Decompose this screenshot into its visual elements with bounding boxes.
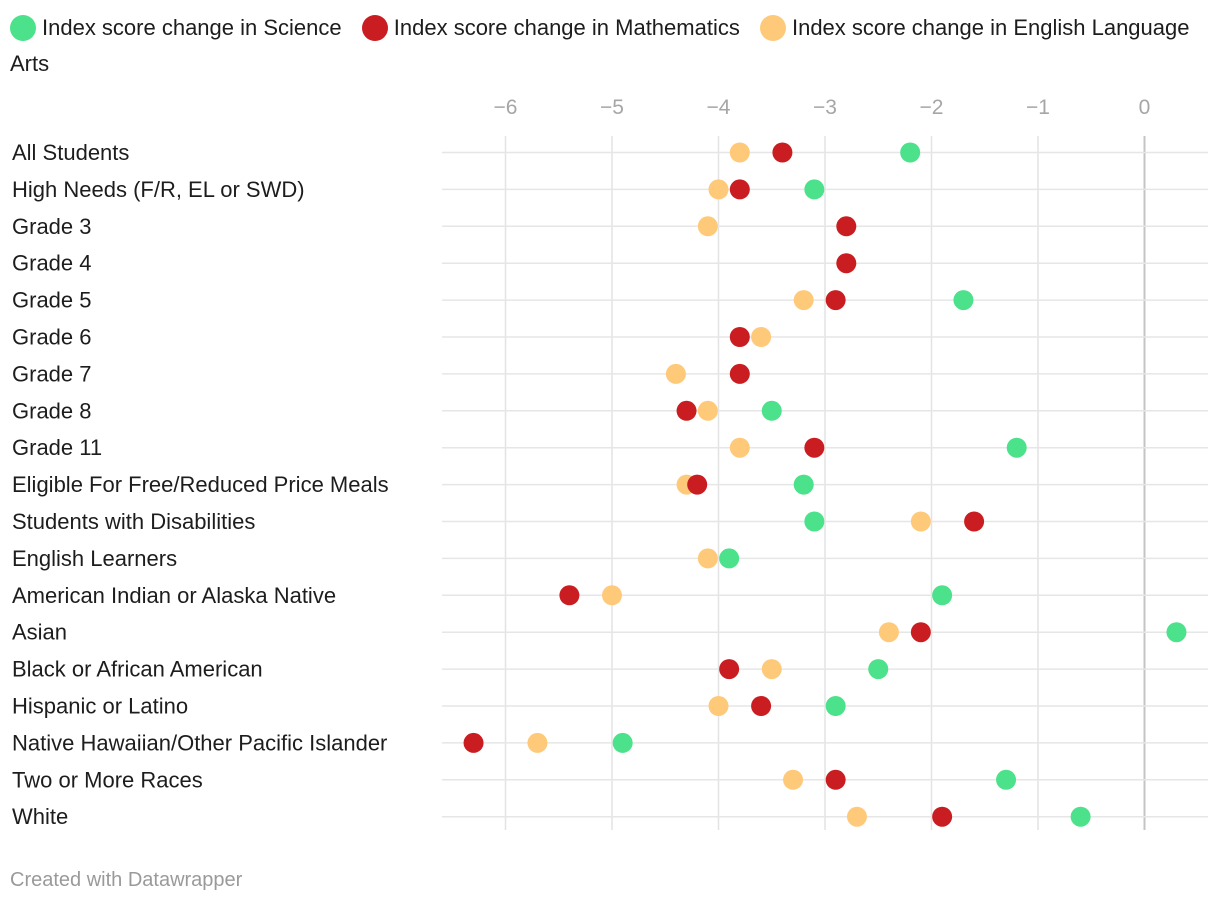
mathematics-point <box>729 363 750 384</box>
grid-layer <box>442 136 1208 830</box>
legend-label-mathematics: Index score change in Mathematics <box>393 15 740 40</box>
row-label: Two or More Races <box>12 767 203 792</box>
science-point <box>1006 437 1027 458</box>
mathematics-point <box>836 253 857 274</box>
row-label: Native Hawaiian/Other Pacific Islander <box>12 730 387 755</box>
row-label: Grade 11 <box>12 435 102 460</box>
english-point <box>697 216 718 237</box>
row-label: Grade 6 <box>12 325 92 350</box>
science-point <box>1070 806 1091 827</box>
mathematics-point <box>836 216 857 237</box>
english-point <box>761 659 782 680</box>
row-label: All Students <box>12 140 129 165</box>
legend-swatch-mathematics <box>361 15 388 41</box>
english-point <box>793 290 814 311</box>
mathematics-point <box>559 585 580 606</box>
row-label: Eligible For Free/Reduced Price Meals <box>12 472 389 497</box>
english-point <box>602 585 622 606</box>
x-tick-label: −6 <box>494 96 518 119</box>
mathematics-point <box>751 696 772 716</box>
mathematics-point <box>676 400 697 421</box>
row-label: Hispanic or Latino <box>12 694 188 719</box>
science-point <box>825 696 846 716</box>
english-point <box>708 179 729 200</box>
science-point <box>932 585 953 606</box>
row-label: Grade 3 <box>12 214 92 239</box>
mathematics-point <box>964 511 985 532</box>
english-point <box>878 622 899 643</box>
english-point <box>729 142 750 163</box>
row-label: White <box>12 804 68 829</box>
english-point <box>697 548 718 569</box>
x-tick-label: −3 <box>813 96 837 119</box>
legend-label-science: Index score change in Science <box>42 15 342 40</box>
english-point <box>846 806 867 827</box>
row-label: English Learners <box>12 546 177 571</box>
english-point <box>697 400 718 421</box>
mathematics-point <box>719 659 740 680</box>
science-point <box>996 769 1017 790</box>
row-labels: All Students High Needs (F/R, EL or SWD) G… <box>12 140 389 829</box>
science-point <box>1166 622 1187 643</box>
row-label: Grade 8 <box>12 398 92 423</box>
x-axis-ticks: −6 −5 −4 −3 −2 −1 0 <box>494 96 1151 119</box>
science-point <box>719 548 740 569</box>
science-point <box>900 142 921 163</box>
science-point <box>804 179 825 200</box>
mathematics-point <box>772 142 793 163</box>
legend-swatch-science <box>10 15 36 41</box>
x-tick-label: −1 <box>1026 96 1050 119</box>
attribution-text: Created with Datawrapper <box>10 869 243 891</box>
legend-swatch-english <box>759 15 786 41</box>
mathematics-point <box>825 290 846 311</box>
row-label: Grade 5 <box>12 288 92 313</box>
x-tick-label: −2 <box>920 96 944 119</box>
x-tick-label: −5 <box>600 96 624 119</box>
mathematics-point <box>804 437 825 458</box>
legend-item-english: Index score change in English Language A… <box>10 15 1189 76</box>
mathematics-point <box>910 622 931 643</box>
row-label: Students with Disabilities <box>12 509 255 534</box>
mathematics-point <box>825 769 846 790</box>
english-point <box>783 769 804 790</box>
row-label: Asian <box>12 620 67 645</box>
english-point <box>729 437 750 458</box>
mathematics-point <box>687 474 708 495</box>
row-label: Grade 7 <box>12 361 92 386</box>
mathematics-point <box>729 327 750 347</box>
legend-item-mathematics: Index score change in Mathematics <box>361 15 740 41</box>
x-tick-label: 0 <box>1139 96 1151 119</box>
science-point <box>793 474 814 495</box>
science-point <box>868 659 889 680</box>
data-points <box>463 142 1187 827</box>
science-point <box>804 511 825 532</box>
row-label: Black or African American <box>12 657 263 682</box>
row-label: Grade 4 <box>12 251 92 276</box>
mathematics-point <box>932 806 953 827</box>
english-point <box>527 732 548 753</box>
science-point <box>612 732 633 753</box>
english-point <box>708 696 729 716</box>
science-point <box>761 400 782 421</box>
science-point <box>953 290 974 311</box>
mathematics-point <box>463 732 484 753</box>
mathematics-point <box>729 179 750 200</box>
english-point <box>665 363 686 384</box>
english-point <box>751 327 772 347</box>
legend-item-science: Index score change in Science <box>10 15 342 41</box>
row-label: American Indian or Alaska Native <box>12 583 336 608</box>
legend: Index score change in Science Index scor… <box>10 10 1200 82</box>
english-point <box>910 511 931 532</box>
x-tick-label: −4 <box>707 96 731 119</box>
row-label: High Needs (F/R, EL or SWD) <box>12 177 305 202</box>
legend-label-english: Index score change in English Language A… <box>10 15 1190 76</box>
